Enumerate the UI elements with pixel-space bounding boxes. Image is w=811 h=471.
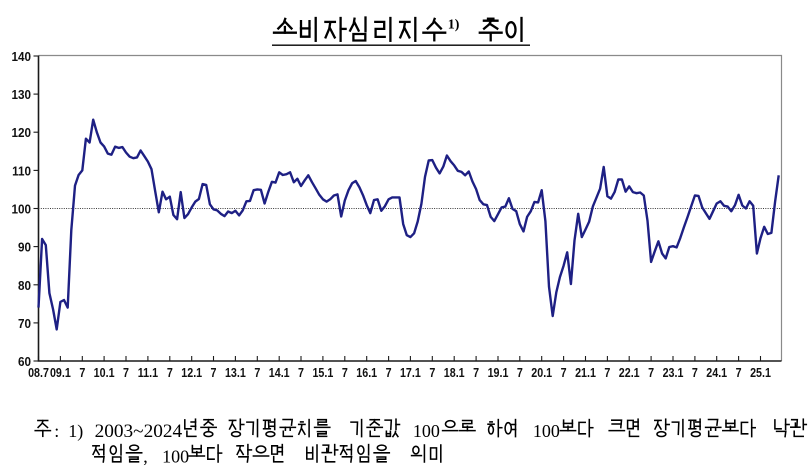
svg-text:13.1: 13.1 [225,366,246,380]
svg-text:25.1: 25.1 [750,366,771,380]
svg-text:10.1: 10.1 [94,366,115,380]
svg-text:,: , [143,446,148,466]
svg-text:7: 7 [386,366,392,380]
svg-text:21.1: 21.1 [575,366,596,380]
svg-text:7: 7 [298,366,304,380]
svg-text:7: 7 [517,366,523,380]
svg-text:60: 60 [18,355,31,369]
svg-text:09.1: 09.1 [50,366,71,380]
svg-text:7: 7 [473,366,479,380]
svg-text:18.1: 18.1 [444,366,465,380]
svg-text:100: 100 [533,421,560,441]
svg-text:7: 7 [79,366,85,380]
svg-text:23.1: 23.1 [663,366,684,380]
svg-text:7: 7 [429,366,435,380]
svg-text:7: 7 [342,366,348,380]
svg-text:2003~2024: 2003~2024 [95,421,183,442]
svg-text:7: 7 [254,366,260,380]
svg-text:1): 1) [448,18,460,33]
svg-text:15.1: 15.1 [312,366,333,380]
svg-text:16.1: 16.1 [356,366,377,380]
svg-text:7: 7 [692,366,698,380]
svg-text:130: 130 [11,88,31,102]
svg-text:17.1: 17.1 [400,366,421,380]
svg-text:7: 7 [604,366,610,380]
svg-text:7: 7 [211,366,217,380]
svg-text:100: 100 [11,202,31,216]
svg-text:11.1: 11.1 [138,366,159,380]
svg-text::: : [54,421,59,441]
svg-text:7: 7 [648,366,654,380]
svg-text:7: 7 [561,366,567,380]
svg-text:20.1: 20.1 [531,366,552,380]
svg-text:7: 7 [736,366,742,380]
svg-text:1): 1) [68,421,83,442]
svg-text:90: 90 [18,240,31,254]
svg-text:100: 100 [162,446,189,466]
svg-text:110: 110 [12,164,31,178]
svg-text:140: 140 [11,50,31,64]
svg-text:14.1: 14.1 [269,366,290,380]
svg-text:19.1: 19.1 [488,366,509,380]
svg-text:22.1: 22.1 [619,366,640,380]
svg-text:70: 70 [18,317,31,331]
svg-text:12.1: 12.1 [181,366,202,380]
svg-text:7: 7 [123,366,129,380]
svg-text:08.7: 08.7 [28,366,49,380]
svg-text:100: 100 [413,421,440,441]
svg-text:24.1: 24.1 [706,366,727,380]
svg-text:80: 80 [18,278,31,292]
svg-text:7: 7 [167,366,173,380]
svg-text:120: 120 [11,126,31,140]
